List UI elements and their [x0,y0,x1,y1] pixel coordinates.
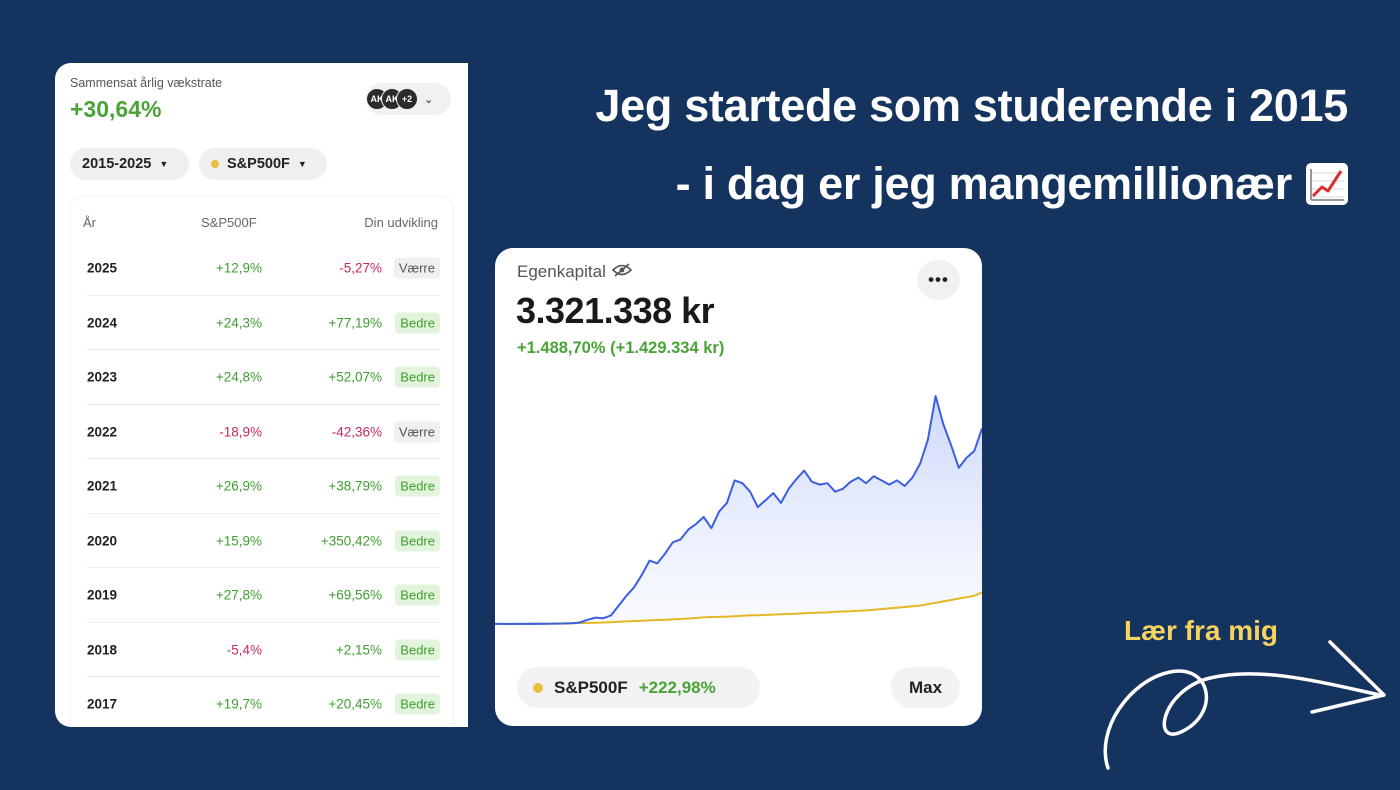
cell-year: 2020 [87,533,118,549]
range-max-button[interactable]: Max [891,667,960,708]
cell-own-return: +350,42% [320,533,382,549]
cagr-label: Sammensat årlig vækstrate [70,76,223,90]
cell-index-return: -18,9% [219,424,262,440]
year-range-label: 2015-2025 [82,156,152,172]
swirl-arrow-icon [1103,640,1386,770]
row-divider [87,676,440,677]
headline-line-2-text: - i dag er jeg mangemillionær [675,158,1293,209]
table-row: 2018 -5,4% +2,15% Bedre [83,623,440,677]
cell-index-return: -5,4% [226,642,262,658]
cell-year: 2019 [87,587,118,603]
verdict-badge: Bedre [395,584,440,606]
verdict-badge: Bedre [395,475,440,497]
chevron-down-icon: ▼ [159,159,169,169]
cell-index-return: +26,9% [215,478,262,494]
table-row: 2021 +26,9% +38,79% Bedre [83,459,440,514]
table-row: 2019 +27,8% +69,56% Bedre [83,568,440,623]
headline-line-1: Jeg startede som studerende i 2015 [595,80,1348,131]
table-row: 2020 +15,9% +350,42% Bedre [83,514,440,568]
cell-index-return: +27,8% [215,587,262,603]
verdict-badge: Værre [393,421,440,443]
row-divider [87,403,440,405]
cell-own-return: +69,56% [328,587,382,603]
year-range-dropdown[interactable]: 2015-2025 ▼ [70,148,189,180]
row-divider [87,349,440,350]
row-divider [87,512,440,514]
yearly-performance-card: Sammensat årlig vækstrate +30,64% AK AK … [55,63,468,727]
index-label: S&P500F [227,156,290,172]
table-row: 2017 +19,7% +20,45% Bedre [83,677,440,727]
avatar-more: +2 [396,88,418,110]
cagr-value: +30,64% [70,96,162,122]
cell-own-return: -5,27% [339,260,382,276]
column-header-year: År [83,215,96,230]
index-dropdown[interactable]: S&P500F ▼ [199,148,327,180]
cell-index-return: +15,9% [215,533,262,549]
equity-chart [495,395,982,625]
cell-year: 2024 [87,315,118,331]
cell-index-return: +12,9% [215,260,262,276]
performance-table: År S&P500F Din udvikling 2025 +12,9% -5,27… [71,197,452,727]
verdict-badge: Bedre [395,312,440,334]
index-color-dot [211,160,219,168]
verdict-badge: Værre [393,257,440,279]
table-row: 2025 +12,9% -5,27% Værre [83,241,440,296]
verdict-badge: Bedre [395,693,440,715]
cell-own-return: +2,15% [335,642,382,658]
column-header-index: S&P500F [201,215,257,230]
cell-own-return: -42,36% [331,424,382,440]
cell-year: 2017 [87,696,118,712]
benchmark-name: S&P500F [554,677,628,697]
row-divider [87,621,440,623]
cell-own-return: +52,07% [328,369,382,385]
verdict-badge: Bedre [395,639,440,661]
equity-area-fill [495,396,982,624]
verdict-badge: Bedre [395,366,440,388]
equity-series-line [495,395,982,625]
cell-year: 2021 [87,478,118,494]
cell-year: 2025 [87,260,118,276]
verdict-badge: Bedre [395,530,440,552]
cell-index-return: +24,8% [215,369,262,385]
more-options-button[interactable]: ••• [917,260,960,300]
cell-year: 2023 [87,369,118,385]
shared-users-button[interactable]: AK AK +2 ⌄ [366,83,451,115]
cell-own-return: +20,45% [328,696,382,712]
equity-card: Egenkapital 3.321.338 kr +1.488,70% (+1.… [495,248,982,726]
equity-title-text: Egenkapital [517,262,606,281]
chart-increasing-icon [1306,163,1348,205]
benchmark-color-dot [533,682,543,693]
table-row: 2024 +24,3% +77,19% Bedre [83,296,440,350]
headline-line-2: - i dag er jeg mangemillionær [676,158,1348,210]
chevron-down-icon: ▼ [297,159,307,169]
cell-index-return: +24,3% [215,315,262,331]
equity-change: +1.488,70% (+1.429.334 kr) [517,339,725,357]
benchmark-return: +222,98% [638,677,716,697]
column-header-performance: Din udvikling [364,215,438,230]
cta-text: Lær fra mig [1124,615,1279,646]
table-row: 2023 +24,8% +52,07% Bedre [83,350,440,405]
cell-year: 2022 [87,424,118,440]
table-row: 2022 -18,9% -42,36% Værre [83,405,440,459]
benchmark-legend[interactable]: S&P500F +222,98% [517,667,760,708]
cell-index-return: +19,7% [215,696,262,712]
equity-value: 3.321.338 kr [516,290,715,331]
row-divider [87,294,440,296]
cell-own-return: +38,79% [328,478,382,494]
eye-off-icon[interactable] [611,262,632,282]
equity-title: Egenkapital [517,262,632,282]
row-divider [87,567,440,568]
row-divider [87,458,440,459]
cell-own-return: +77,19% [328,315,382,331]
chevron-down-icon: ⌄ [424,93,434,106]
cell-year: 2018 [87,642,118,658]
